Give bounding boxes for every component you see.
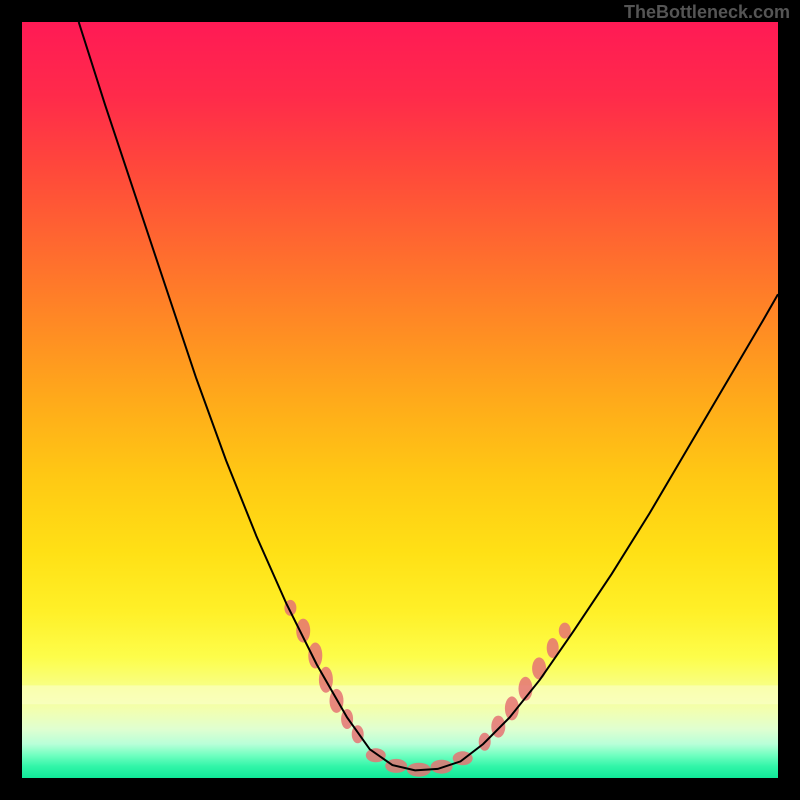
marker-dot	[308, 643, 322, 669]
watermark-text: TheBottleneck.com	[624, 2, 790, 23]
plot-area	[22, 22, 778, 778]
highlight-band	[22, 685, 778, 704]
marker-dot	[366, 748, 386, 762]
gradient-background	[22, 22, 778, 778]
marker-dot	[532, 657, 546, 679]
chart-container: TheBottleneck.com	[0, 0, 800, 800]
bottleneck-chart	[0, 0, 800, 800]
